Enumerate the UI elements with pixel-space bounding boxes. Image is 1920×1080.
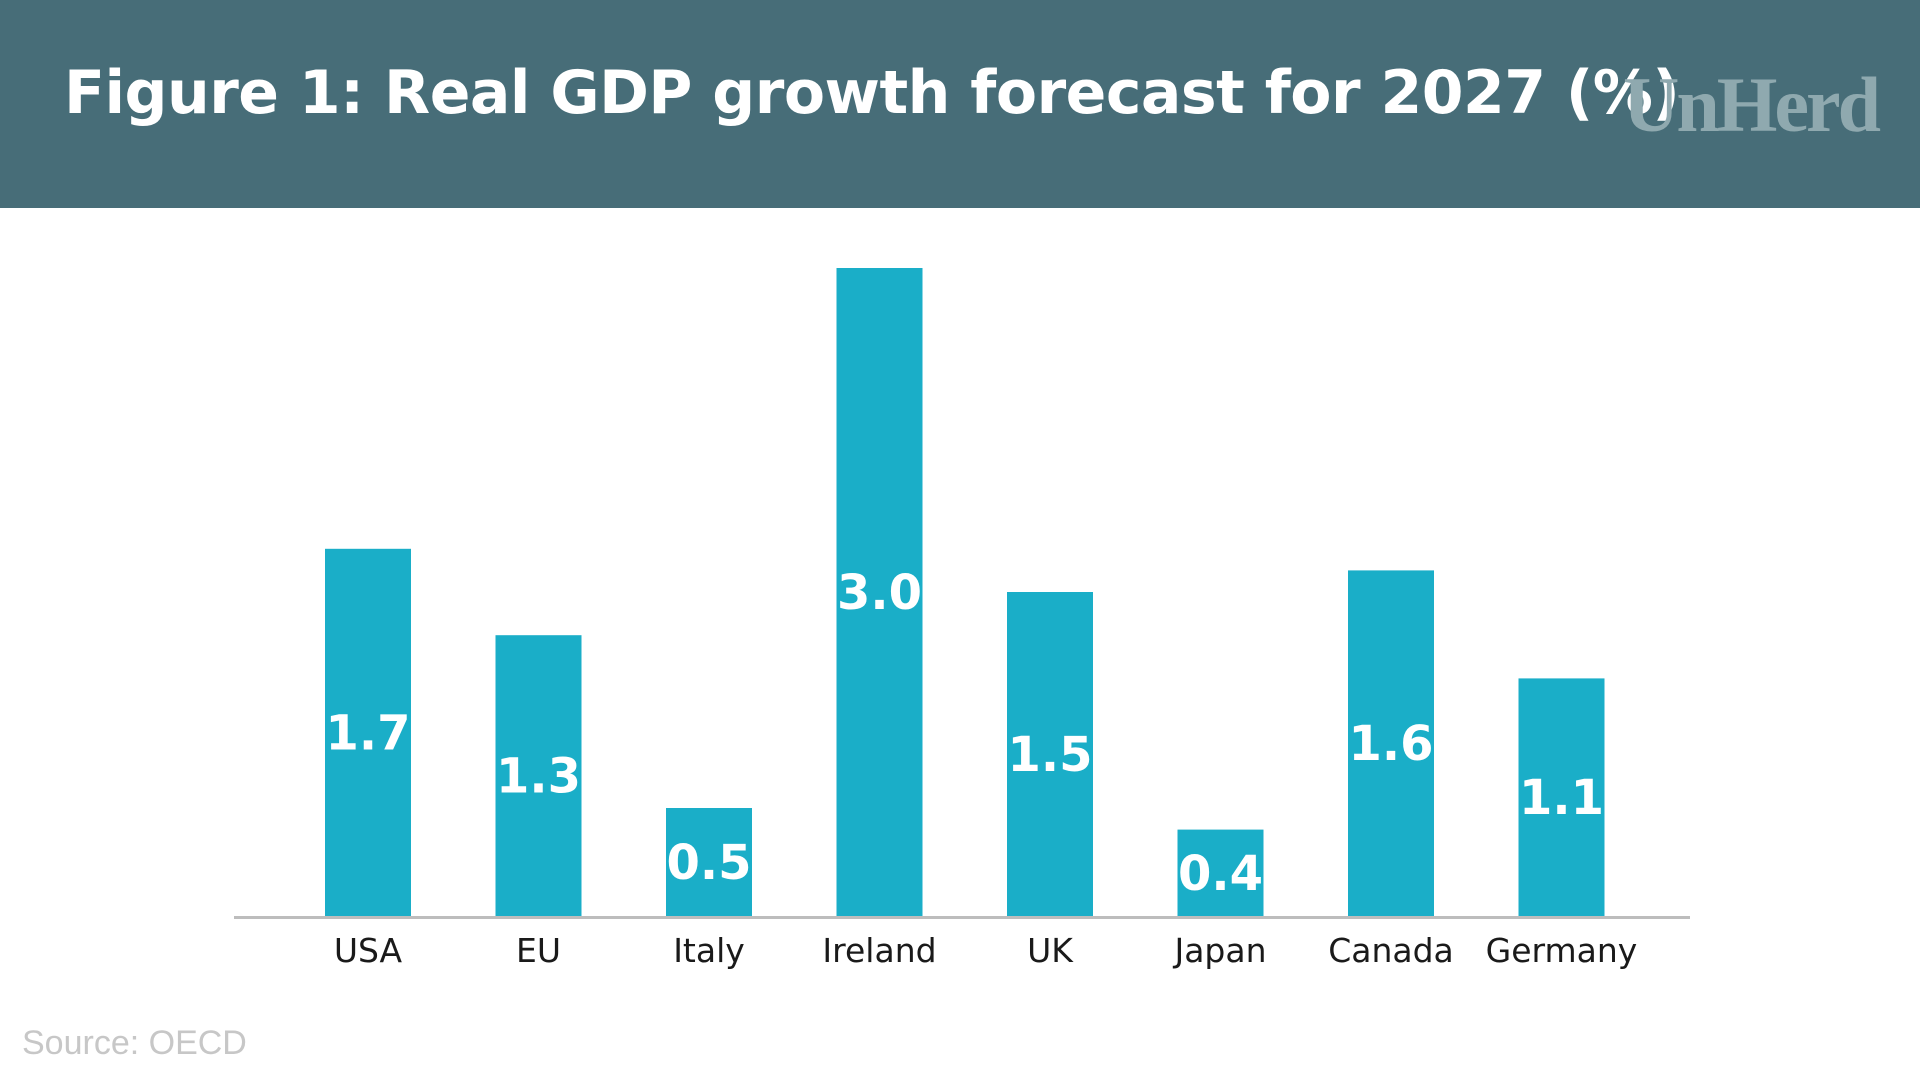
source-note: Source: OECD: [22, 1024, 247, 1062]
chart-title: Figure 1: Real GDP growth forecast for 2…: [64, 58, 1680, 128]
data-label-japan: 0.4: [1178, 846, 1263, 902]
bar-germany: [1518, 678, 1605, 916]
category-label-uk: UK: [1027, 931, 1074, 970]
data-label-ireland: 3.0: [837, 565, 922, 621]
unherd-logo: UnHerd: [1623, 61, 1881, 148]
data-label-italy: 0.5: [666, 835, 751, 891]
bar-usa: [325, 548, 411, 916]
bar-japan: [1177, 829, 1264, 916]
category-label-italy: Italy: [673, 931, 745, 970]
category-label-japan: Japan: [1172, 931, 1266, 970]
bar-chart: 1.7 USA 1.3 EU 0.5 Italy 3.0 Ireland 1.5 UK 0.4 Jap…: [0, 208, 1920, 1080]
bar-uk: [1007, 592, 1093, 916]
data-label-canada: 1.6: [1348, 716, 1433, 772]
data-label-germany: 1.1: [1519, 770, 1604, 826]
category-label-canada: Canada: [1328, 931, 1454, 970]
chart-header: Figure 1: Real GDP growth forecast for 2…: [0, 0, 1920, 208]
data-label-eu: 1.3: [496, 749, 581, 805]
category-label-eu: EU: [516, 931, 561, 970]
bar-canada: [1348, 570, 1434, 916]
data-label-uk: 1.5: [1007, 727, 1092, 783]
bar-ireland: [836, 268, 923, 916]
bar-eu: [495, 635, 582, 916]
category-label-ireland: Ireland: [822, 931, 936, 970]
category-label-usa: USA: [334, 931, 403, 970]
category-label-germany: Germany: [1486, 931, 1638, 970]
data-label-usa: 1.7: [325, 705, 410, 761]
bar-chart-svg: 1.7 USA 1.3 EU 0.5 Italy 3.0 Ireland 1.5 UK 0.4 Jap…: [234, 268, 1690, 970]
bar-italy: [666, 808, 752, 916]
